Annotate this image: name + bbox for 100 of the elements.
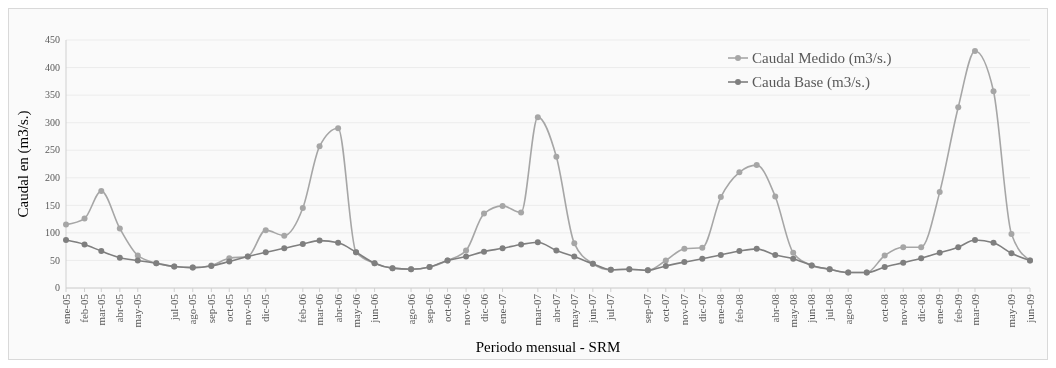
point <box>481 210 488 217</box>
point <box>81 215 88 222</box>
x-tick-label: jul-08 <box>823 293 836 322</box>
point <box>681 245 688 252</box>
x-tick-label: may-05 <box>131 293 144 328</box>
point <box>335 239 342 246</box>
point <box>481 248 488 255</box>
point <box>134 257 141 264</box>
x-tick-label: oct-07 <box>659 293 672 323</box>
point <box>699 255 706 262</box>
x-tick-label: ago-08 <box>841 293 854 325</box>
x-tick-label: ago-05 <box>186 293 199 325</box>
point <box>134 252 141 259</box>
x-tick-label: may-08 <box>786 293 799 328</box>
x-tick-label: jun-07 <box>586 293 599 324</box>
point <box>918 244 925 251</box>
x-tick-label: abr-05 <box>113 293 126 323</box>
x-tick-label: ene-05 <box>59 293 72 324</box>
point <box>299 240 306 247</box>
point <box>63 237 69 244</box>
point <box>790 249 797 256</box>
x-tick-label: jun-06 <box>368 293 381 324</box>
x-tick-label: abr-06 <box>331 293 344 323</box>
point <box>63 221 69 228</box>
point <box>900 259 907 266</box>
point <box>971 237 978 244</box>
point <box>116 225 123 232</box>
point <box>990 88 997 95</box>
y-tick-label: 150 <box>45 199 60 211</box>
x-tick-label: dic-05 <box>259 293 272 323</box>
point <box>518 241 525 248</box>
point <box>971 48 978 55</box>
point <box>534 239 541 246</box>
y-tick-label: 0 <box>55 282 60 294</box>
x-tick-label: may-06 <box>349 293 362 328</box>
x-tick-label: feb-06 <box>296 293 309 323</box>
point <box>299 205 306 212</box>
x-tick-label: dic-06 <box>477 293 490 323</box>
point <box>918 255 925 262</box>
x-tick-label: ene-07 <box>496 293 509 324</box>
point <box>98 188 105 194</box>
point <box>116 254 123 261</box>
point <box>753 245 760 252</box>
x-tick-label: oct-06 <box>441 293 454 323</box>
point <box>936 189 943 196</box>
point <box>990 239 997 246</box>
y-tick-label: 450 <box>45 34 60 46</box>
point <box>772 193 779 200</box>
y-tick-label: 50 <box>50 254 60 266</box>
x-tick-label: abr-08 <box>768 293 781 323</box>
x-tick-label: jul-07 <box>604 293 617 322</box>
x-tick-label: nov-06 <box>459 293 472 326</box>
point <box>736 169 743 176</box>
point <box>553 247 560 254</box>
point <box>81 241 88 248</box>
x-tick-label: jun-08 <box>805 293 818 324</box>
point <box>753 162 760 169</box>
point <box>571 240 578 247</box>
x-tick-label: dic-08 <box>914 293 927 323</box>
point <box>936 249 943 256</box>
x-tick-label: dic-07 <box>695 293 708 323</box>
y-tick-label: 400 <box>45 61 60 73</box>
y-tick-label: 300 <box>45 116 60 128</box>
point <box>98 248 105 255</box>
x-tick-label: feb-09 <box>951 293 964 323</box>
point <box>281 245 288 252</box>
x-tick-label: abr-07 <box>549 293 562 323</box>
x-tick-label: may-07 <box>567 293 580 328</box>
point <box>1008 230 1015 237</box>
point <box>335 125 342 132</box>
y-tick-label: 250 <box>45 144 60 156</box>
x-tick-label: feb-08 <box>732 293 745 323</box>
x-tick-label: nov-08 <box>896 293 909 326</box>
x-tick-label: jun-09 <box>1023 293 1036 324</box>
point <box>881 252 888 259</box>
x-tick-label: ago-06 <box>404 293 417 325</box>
x-tick-label: oct-08 <box>878 293 891 323</box>
point <box>281 232 288 239</box>
x-tick-label: mar-09 <box>968 293 981 326</box>
y-tick-label: 200 <box>45 171 60 183</box>
x-tick-label: feb-05 <box>78 293 91 323</box>
x-tick-label: ene-09 <box>933 293 946 324</box>
point <box>262 249 269 256</box>
point <box>534 114 541 121</box>
x-tick-label: sep-06 <box>423 293 436 324</box>
point <box>881 264 888 271</box>
point <box>699 244 706 251</box>
point <box>662 262 669 269</box>
x-tick-label: oct-05 <box>222 293 235 323</box>
x-tick-label: mar-07 <box>531 293 544 326</box>
x-tick-label: sep-05 <box>204 293 217 324</box>
point <box>463 247 470 254</box>
point <box>662 257 669 264</box>
point <box>717 251 724 258</box>
point <box>316 143 323 150</box>
x-tick-label: mar-06 <box>313 293 326 326</box>
point <box>1008 250 1015 257</box>
point <box>717 194 724 201</box>
point <box>790 255 797 262</box>
x-tick-label: mar-05 <box>94 293 107 326</box>
